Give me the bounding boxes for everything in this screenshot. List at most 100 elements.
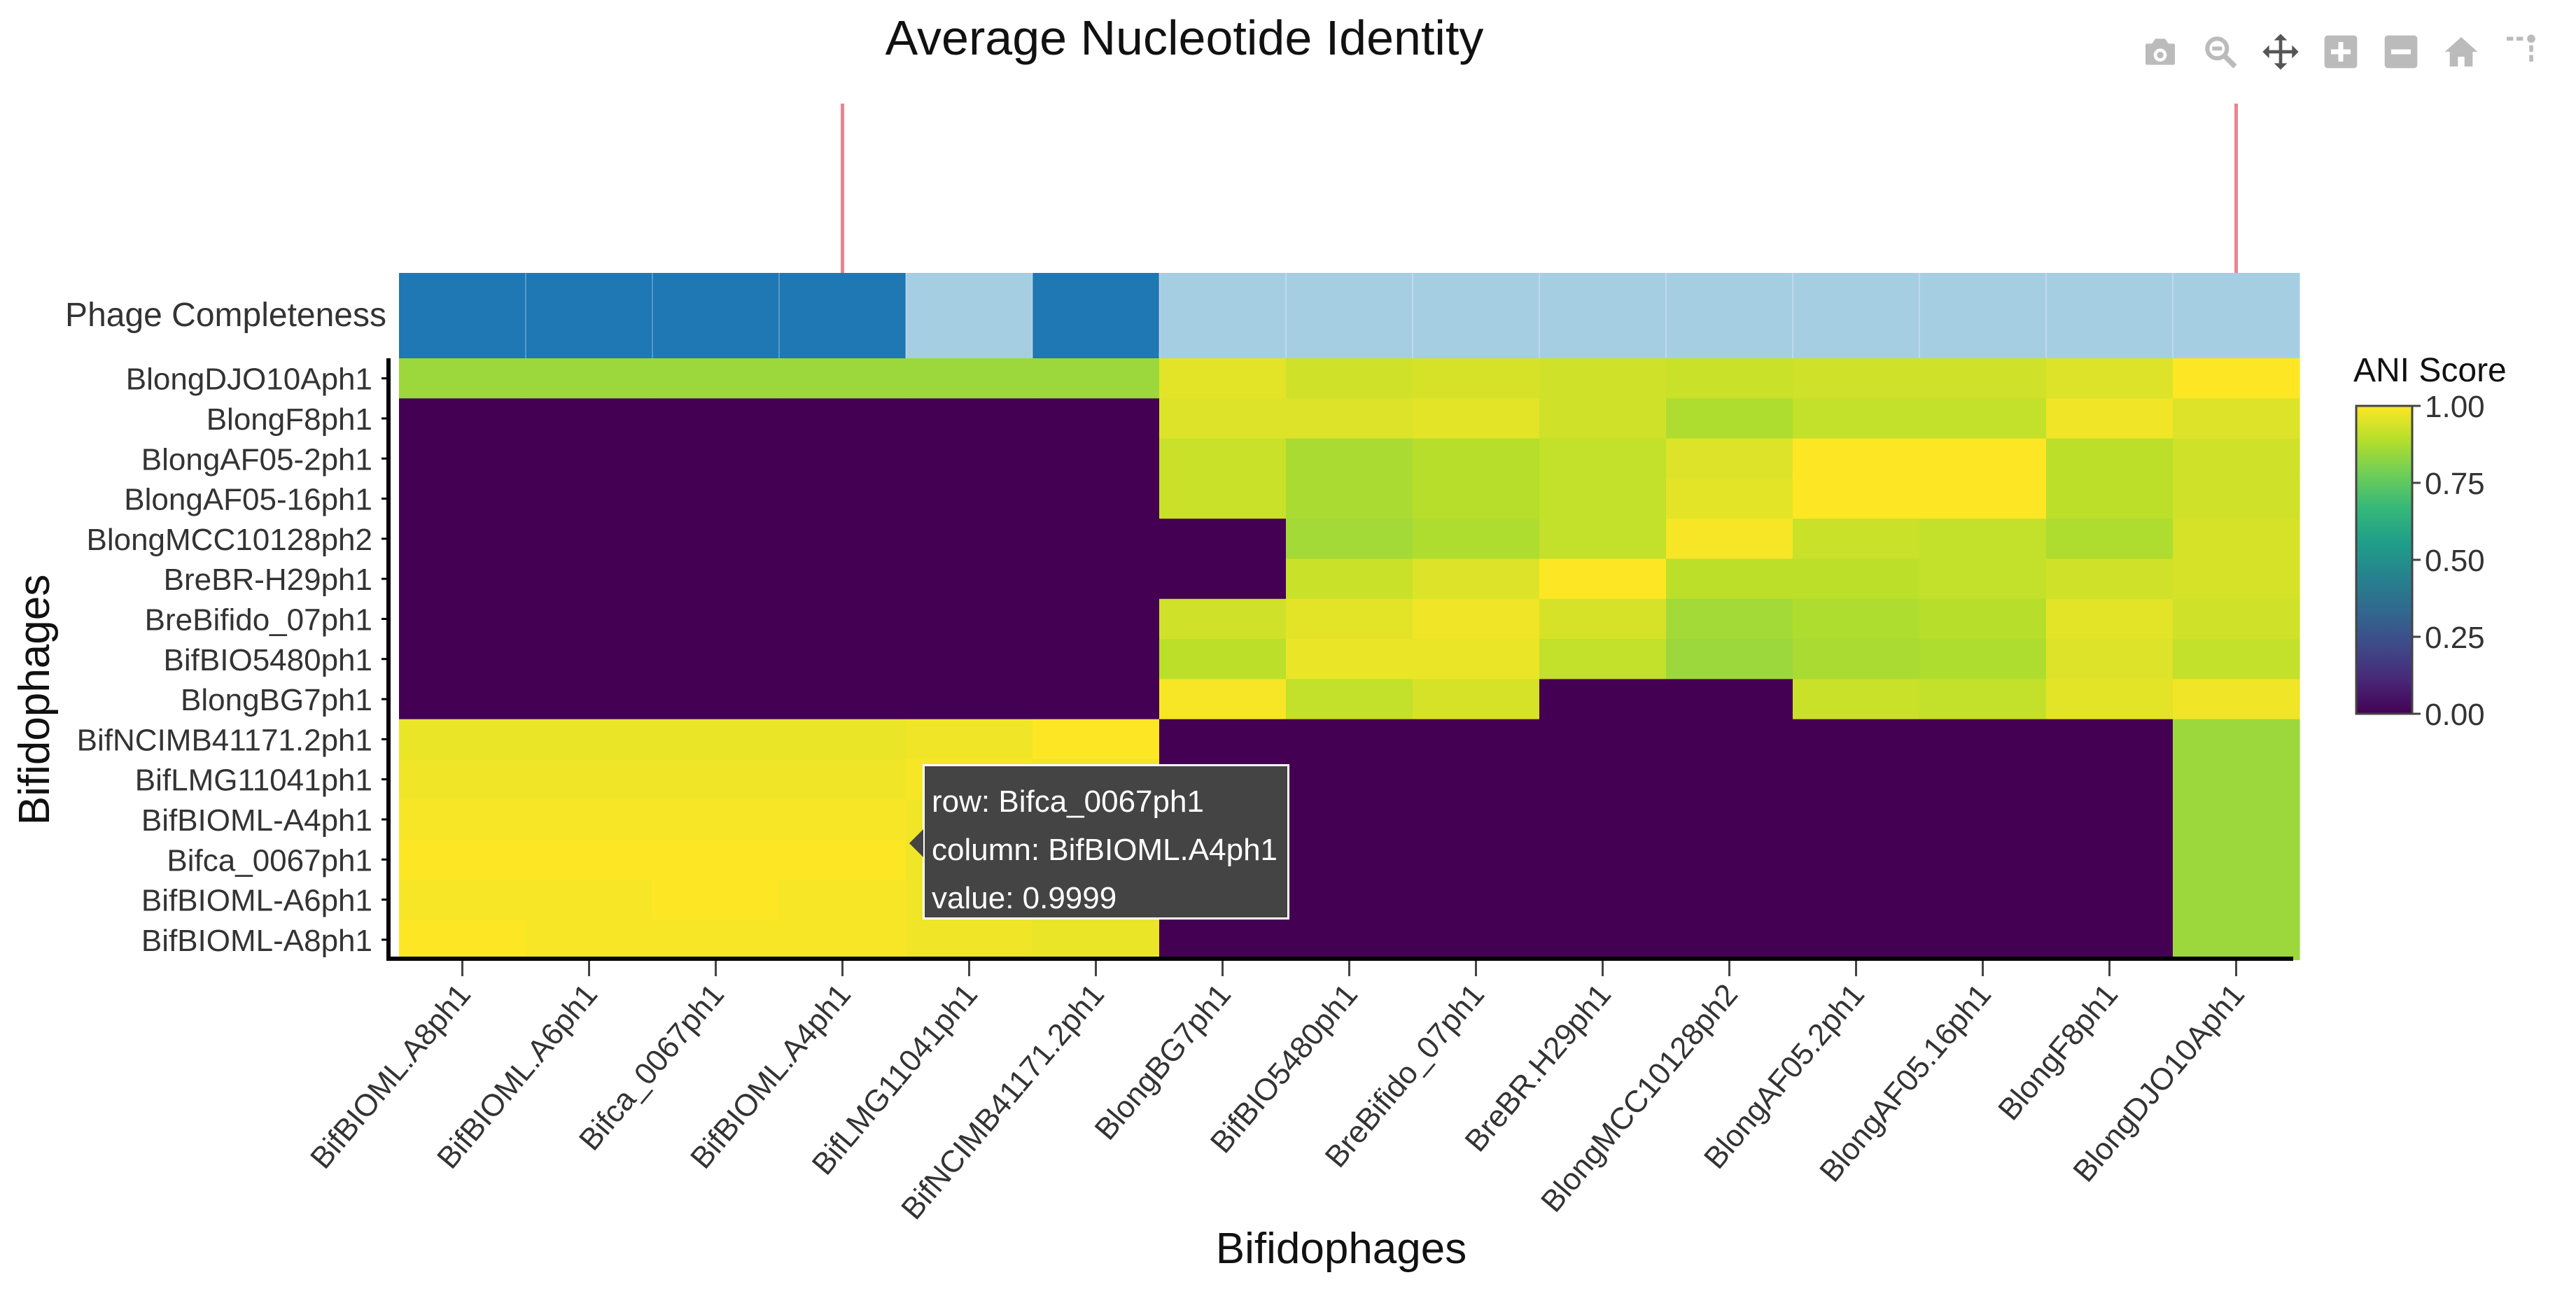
- completeness-cell[interactable]: [1286, 273, 1413, 358]
- heatmap-cell[interactable]: [2173, 519, 2300, 560]
- heatmap-cell[interactable]: [1539, 598, 1667, 640]
- heatmap-cell[interactable]: [526, 598, 653, 640]
- home-icon[interactable]: [2440, 31, 2482, 73]
- heatmap-cell[interactable]: [779, 598, 906, 640]
- heatmap-cell[interactable]: [1666, 478, 1793, 519]
- heatmap-cell[interactable]: [1539, 398, 1667, 439]
- heatmap-cell[interactable]: [1286, 639, 1413, 679]
- heatmap-cell[interactable]: [779, 839, 906, 880]
- completeness-cell[interactable]: [1919, 273, 2047, 358]
- heatmap-cell[interactable]: [399, 558, 526, 600]
- heatmap-cell[interactable]: [1159, 558, 1287, 600]
- heatmap-cell[interactable]: [399, 478, 526, 519]
- heatmap-cell[interactable]: [2173, 358, 2300, 399]
- heatmap-cell[interactable]: [1159, 398, 1287, 439]
- heatmap-cell[interactable]: [1286, 478, 1413, 519]
- heatmap-cell[interactable]: [1666, 679, 1793, 720]
- heatmap-cell[interactable]: [1666, 558, 1793, 600]
- heatmap-cell[interactable]: [1793, 679, 1920, 720]
- heatmap-cell[interactable]: [1413, 679, 1540, 720]
- heatmap-cell[interactable]: [1286, 519, 1413, 560]
- heatmap-cell[interactable]: [2046, 799, 2174, 840]
- heatmap-cell[interactable]: [2173, 679, 2300, 720]
- heatmap-cell[interactable]: [1793, 438, 1920, 479]
- completeness-cell[interactable]: [1666, 273, 1793, 358]
- completeness-cell[interactable]: [779, 273, 906, 358]
- heatmap-cell[interactable]: [1032, 639, 1160, 679]
- completeness-cell[interactable]: [2173, 273, 2300, 358]
- heatmap-cell[interactable]: [2046, 639, 2174, 679]
- heatmap-cell[interactable]: [399, 598, 526, 640]
- heatmap-cell[interactable]: [1159, 920, 1287, 961]
- heatmap-cell[interactable]: [652, 879, 780, 920]
- completeness-cell[interactable]: [1793, 273, 1920, 358]
- heatmap-cell[interactable]: [1286, 839, 1413, 880]
- heatmap-cell[interactable]: [1539, 478, 1667, 519]
- heatmap-cell[interactable]: [1032, 358, 1160, 399]
- heatmap-cell[interactable]: [1539, 519, 1667, 560]
- completeness-cell[interactable]: [652, 273, 780, 358]
- heatmap-cell[interactable]: [1666, 799, 1793, 840]
- heatmap-cell[interactable]: [399, 839, 526, 880]
- heatmap-cell[interactable]: [1286, 759, 1413, 800]
- heatmap-cell[interactable]: [1286, 358, 1413, 399]
- heatmap-cell[interactable]: [1919, 719, 2047, 760]
- heatmap-cell[interactable]: [906, 920, 1033, 961]
- zoom-in-icon[interactable]: [2320, 31, 2362, 73]
- heatmap-cell[interactable]: [2046, 719, 2174, 760]
- heatmap-cell[interactable]: [1413, 759, 1540, 800]
- heatmap-cell[interactable]: [1032, 679, 1160, 720]
- heatmap-cell[interactable]: [779, 398, 906, 439]
- heatmap-cell[interactable]: [399, 799, 526, 840]
- heatmap-cell[interactable]: [2046, 478, 2174, 519]
- heatmap-cell[interactable]: [1413, 438, 1540, 479]
- heatmap-cell[interactable]: [1286, 920, 1413, 961]
- heatmap-cell[interactable]: [1919, 920, 2047, 961]
- heatmap-cell[interactable]: [1539, 879, 1667, 920]
- heatmap-cell[interactable]: [1539, 639, 1667, 679]
- heatmap-cell[interactable]: [1286, 719, 1413, 760]
- heatmap-cell[interactable]: [1286, 438, 1413, 479]
- heatmap-cell[interactable]: [1793, 358, 1920, 399]
- heatmap-cell[interactable]: [1539, 719, 1667, 760]
- heatmap-cell[interactable]: [1032, 558, 1160, 600]
- heatmap-cell[interactable]: [2046, 558, 2174, 600]
- heatmap-cell[interactable]: [652, 438, 780, 479]
- heatmap-cell[interactable]: [2173, 839, 2300, 880]
- heatmap-cell[interactable]: [1413, 598, 1540, 640]
- heatmap-cell[interactable]: [1666, 639, 1793, 679]
- heatmap-cell[interactable]: [906, 719, 1033, 760]
- heatmap-cell[interactable]: [2046, 920, 2174, 961]
- heatmap-cell[interactable]: [1413, 519, 1540, 560]
- heatmap-cell[interactable]: [2173, 438, 2300, 479]
- heatmap-cell[interactable]: [2173, 759, 2300, 800]
- heatmap-cell[interactable]: [1539, 558, 1667, 600]
- heatmap-cell[interactable]: [906, 519, 1033, 560]
- heatmap-cell[interactable]: [1666, 920, 1793, 961]
- heatmap-cell[interactable]: [526, 759, 653, 800]
- heatmap-cell[interactable]: [1286, 799, 1413, 840]
- heatmap-cell[interactable]: [1032, 398, 1160, 439]
- heatmap-cell[interactable]: [1286, 398, 1413, 439]
- heatmap-cell[interactable]: [779, 920, 906, 961]
- heatmap-cell[interactable]: [2173, 558, 2300, 600]
- zoom-out-icon[interactable]: [2380, 31, 2422, 73]
- heatmap-cell[interactable]: [652, 719, 780, 760]
- heatmap-cell[interactable]: [1159, 478, 1287, 519]
- heatmap-cell[interactable]: [779, 558, 906, 600]
- heatmap-cell[interactable]: [1919, 478, 2047, 519]
- heatmap-cell[interactable]: [1793, 799, 1920, 840]
- heatmap-cell[interactable]: [399, 398, 526, 439]
- heatmap-cell[interactable]: [2173, 598, 2300, 640]
- heatmap-cell[interactable]: [906, 639, 1033, 679]
- heatmap-cell[interactable]: [2046, 879, 2174, 920]
- heatmap-cell[interactable]: [1413, 639, 1540, 679]
- heatmap-cell[interactable]: [652, 358, 780, 399]
- heatmap-cell[interactable]: [526, 879, 653, 920]
- heatmap-cell[interactable]: [779, 879, 906, 920]
- heatmap-cell[interactable]: [526, 639, 653, 679]
- heatmap-cell[interactable]: [526, 398, 653, 439]
- heatmap-cell[interactable]: [1919, 679, 2047, 720]
- heatmap-cell[interactable]: [2046, 839, 2174, 880]
- heatmap-cell[interactable]: [526, 920, 653, 961]
